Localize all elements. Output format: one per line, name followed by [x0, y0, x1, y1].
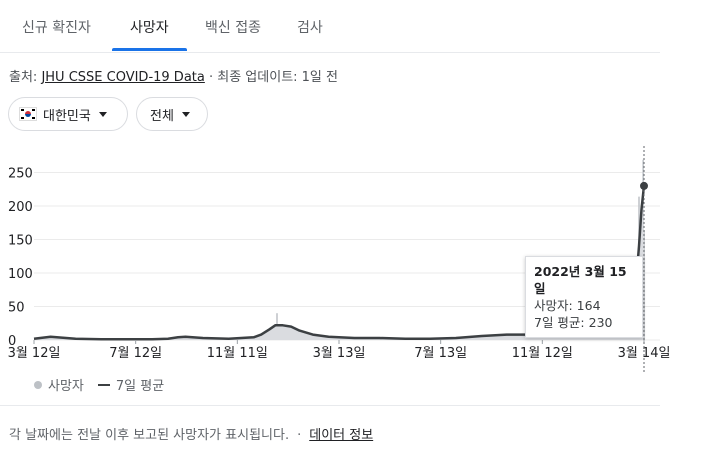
y-tick-label: 200: [8, 200, 33, 215]
legend-average-label: 7일 평균: [115, 379, 165, 394]
chart-legend: 사망자 7일 평균: [34, 375, 164, 394]
tab-tests[interactable]: 검사: [297, 20, 323, 36]
tooltip-date: 2022년 3월 15일: [534, 264, 627, 296]
scope-dropdown[interactable]: 전체: [136, 97, 208, 131]
tab-new-cases[interactable]: 신규 확진자: [22, 20, 91, 36]
caret-down-icon: [181, 111, 190, 117]
x-tick-label: 3월 13일: [313, 346, 366, 361]
y-tick-label: 150: [8, 234, 33, 249]
tab-deaths[interactable]: 사망자: [130, 20, 169, 36]
source-prefix: 출처:: [9, 70, 42, 85]
footnote-separator: ·: [297, 428, 302, 443]
x-tick-label: 3월 14일: [618, 346, 671, 361]
x-tick-label: 11월 11일: [207, 346, 268, 361]
tooltip-daily: 사망자: 164: [534, 298, 601, 313]
source-link[interactable]: JHU CSSE COVID-19 Data: [41, 70, 205, 85]
scope-label: 전체: [150, 108, 174, 124]
y-tick-label: 100: [8, 267, 33, 282]
x-tick-label: 7월 12일: [109, 346, 162, 361]
data-info-link[interactable]: 데이터 정보: [309, 428, 374, 443]
chart-tabs: 신규 확진자 사망자 백신 접종 검사: [0, 0, 660, 53]
divider: [0, 405, 660, 406]
legend-daily-label: 사망자: [48, 379, 84, 394]
average-legend-marker: [97, 383, 110, 386]
y-tick-label: 0: [8, 334, 16, 349]
tooltip-average: 7일 평균: 230: [534, 315, 613, 330]
x-tick-label: 11월 12일: [512, 346, 573, 361]
source-updated: · 최종 업데이트: 1일 전: [204, 70, 338, 85]
active-tab-indicator: [112, 48, 187, 51]
footnote: 각 날짜에는 전날 이후 보고된 사망자가 표시됩니다. · 데이터 정보: [9, 424, 373, 443]
hover-point: [640, 181, 648, 190]
country-label: 대한민국: [43, 108, 91, 124]
daily-legend-marker: [34, 380, 42, 389]
source-line: 출처: JHU CSSE COVID-19 Data · 최종 업데이트: 1일…: [9, 66, 338, 85]
korea-flag-icon: [19, 107, 37, 121]
y-tick-label: 250: [8, 167, 33, 182]
tab-vaccinations[interactable]: 백신 접종: [205, 20, 261, 36]
footnote-text: 각 날짜에는 전날 이후 보고된 사망자가 표시됩니다.: [9, 428, 290, 443]
x-tick-label: 7월 13일: [414, 346, 467, 361]
caret-down-icon: [98, 111, 107, 117]
y-tick-label: 50: [8, 301, 25, 316]
chart-tooltip: 2022년 3월 15일 사망자: 164 7일 평균: 230: [525, 256, 643, 338]
x-tick-label: 3월 12일: [8, 346, 61, 361]
country-dropdown[interactable]: 대한민국: [8, 97, 128, 131]
